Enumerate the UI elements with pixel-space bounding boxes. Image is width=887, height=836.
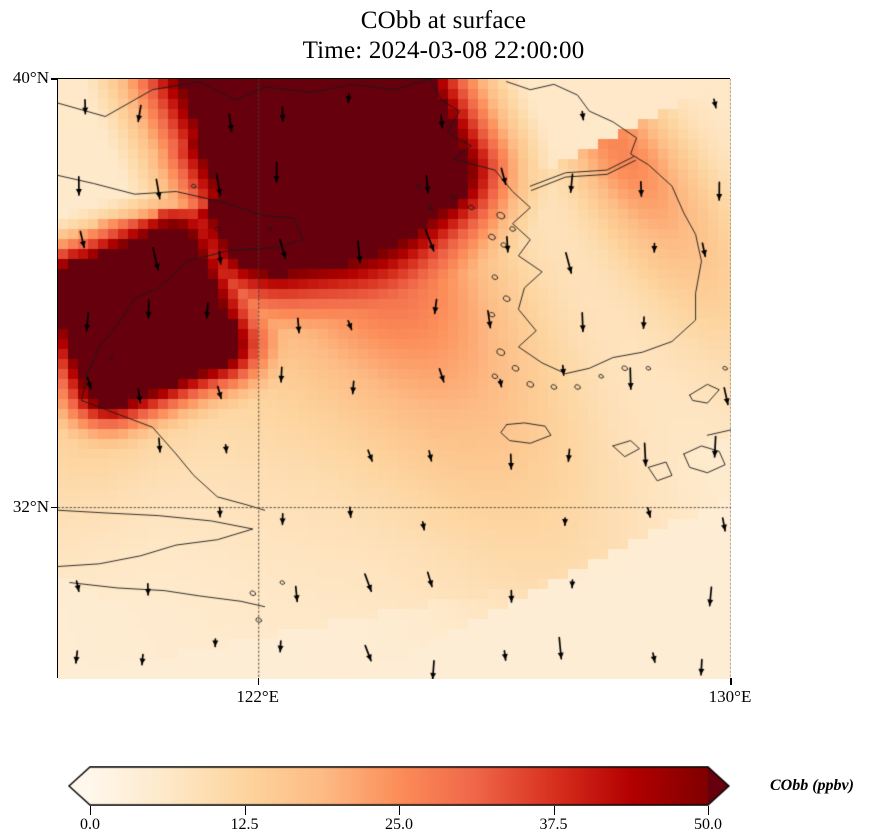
colorbar-tick-label-4: 50.0 [694,816,722,833]
colorbar-label: CObb (ppbv) [770,777,854,794]
colorbar-tick-mark-1 [244,806,246,815]
lat-tick-label-0: 40°N [12,68,49,87]
colorbar-tick-label-1: 12.5 [230,816,259,833]
colorbar-tick-mark-3 [553,806,555,815]
lat-tick-mark-1 [51,506,58,509]
colorbar-tick-mark-2 [399,806,401,815]
lon-tick-label-0: 122°E [236,687,280,706]
colorbar-tick-mark-0 [90,806,92,815]
cobb-concentration-heatmap [58,79,731,679]
colorbar-tick-mark-4 [708,806,710,815]
figure-title-line2: Time: 2024-03-08 22:00:00 [302,37,585,64]
lat-tick-mark-0 [51,78,58,80]
figure-title: CObb at surface Time: 2024-03-08 22:00:0… [0,6,887,66]
colorbar-gradient [68,766,730,806]
figure-title-line1: CObb at surface [360,7,527,34]
colorbar [68,766,730,806]
colorbar-tick-label-3: 37.5 [539,816,568,833]
lon-tick-label-1: 130°E [708,687,752,706]
lat-tick-label-1: 32°N [12,496,49,516]
map-plot-area [57,78,731,679]
colorbar-tick-label-0: 0.0 [80,816,100,833]
lon-tick-mark-1 [730,678,732,685]
lon-tick-mark-0 [257,678,260,685]
colorbar-tick-label-2: 25.0 [385,816,413,833]
